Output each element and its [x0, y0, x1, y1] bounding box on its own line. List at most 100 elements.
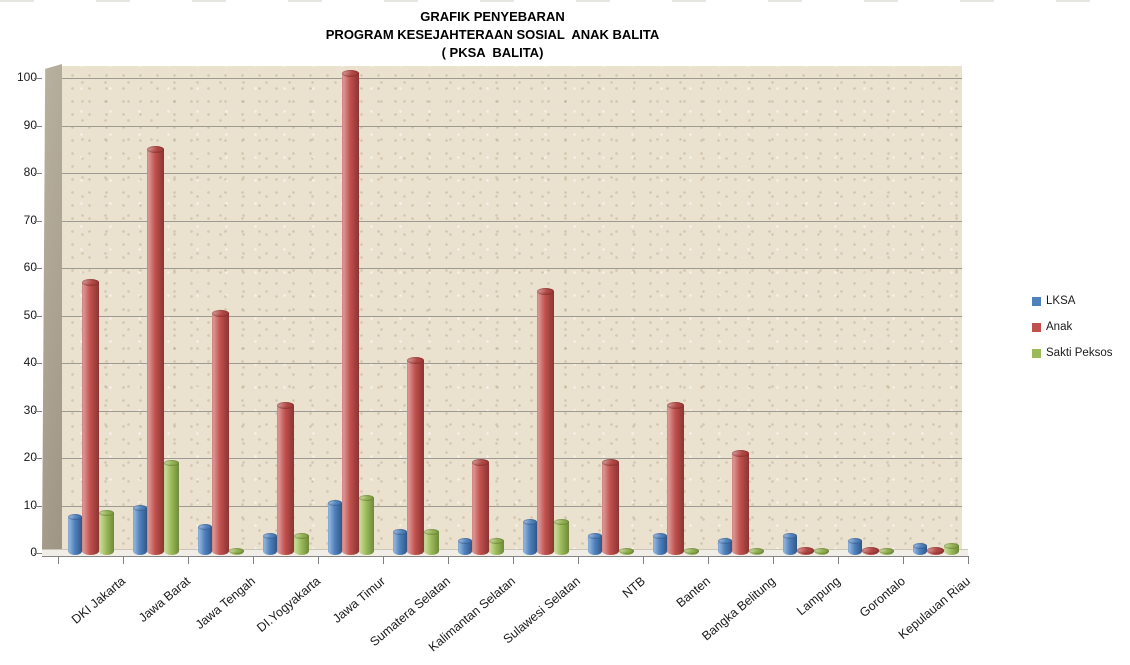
- cylinder-top: [717, 538, 732, 545]
- y-tick-label-90: 90: [23, 117, 37, 132]
- x-tick-mark: [383, 556, 384, 564]
- y-tick-mark: [34, 220, 42, 222]
- y-tick-mark: [34, 553, 42, 554]
- bar-lksa: [327, 500, 342, 555]
- bar-sakti-peksos: [488, 538, 504, 555]
- x-category-label: Jawa Tengah: [192, 574, 258, 632]
- y-tick-mark: [34, 268, 42, 269]
- bar-group-2: [197, 309, 245, 555]
- x-category-label: Banten: [673, 574, 713, 611]
- bar-lksa: [782, 533, 797, 555]
- x-tick-mark: [578, 556, 579, 564]
- left-wall: [42, 64, 62, 554]
- x-tick-mark: [318, 556, 319, 564]
- cylinder-top: [488, 538, 504, 545]
- y-tick-label-80: 80: [23, 165, 37, 179]
- cylinder-top: [67, 514, 82, 521]
- x-category-label: Jawa Timur: [329, 574, 388, 626]
- bar-sakti-peksos: [878, 547, 894, 555]
- y-tick-label-20: 20: [23, 450, 37, 464]
- bar-anak: [601, 459, 619, 555]
- y-tick-label-50: 50: [23, 307, 37, 322]
- y-tick-mark: [34, 315, 42, 317]
- bar-anak: [926, 547, 944, 555]
- x-tick-mark: [643, 556, 644, 564]
- bar-sakti-peksos: [618, 547, 634, 555]
- bar-lksa: [197, 523, 212, 555]
- y-tick-mark: [34, 125, 42, 127]
- gridline-70: [62, 220, 962, 222]
- bar-lksa: [652, 533, 667, 555]
- chart-title-line2: PROGRAM KESEJAHTERAAN SOSIAL ANAK BALITA: [325, 27, 660, 42]
- bar-lksa: [522, 519, 537, 555]
- bar-group-10: [717, 449, 765, 555]
- y-tick-label-60: 60: [23, 260, 37, 274]
- cylinder-top: [341, 69, 359, 77]
- cylinder-top: [796, 547, 814, 555]
- x-category-label: DKI Jakarta: [68, 574, 128, 627]
- bar-sakti-peksos: [358, 495, 374, 555]
- bar-anak: [796, 547, 814, 555]
- bar-sakti-peksos: [228, 547, 244, 555]
- x-category-label: Lampung: [793, 574, 843, 619]
- cylinder-top: [782, 533, 797, 540]
- bar-group-13: [912, 542, 960, 555]
- y-tick-label-0: 0: [30, 545, 37, 559]
- cylinder-top: [457, 538, 472, 545]
- bar-anak: [536, 288, 554, 555]
- y-tick-mark: [34, 173, 42, 174]
- bar-group-6: [457, 459, 505, 555]
- cylinder-top: [406, 357, 424, 365]
- x-tick-mark: [903, 556, 904, 564]
- cylinder-top: [926, 547, 944, 555]
- cylinder-top: [293, 533, 309, 540]
- bar-sakti-peksos: [98, 509, 114, 555]
- y-tick-mark: [34, 78, 42, 79]
- bar-lksa: [717, 538, 732, 555]
- bar-group-7: [522, 288, 570, 555]
- cylinder-top: [731, 449, 749, 457]
- cylinder-top: [276, 402, 294, 410]
- bar-sakti-peksos: [813, 547, 829, 555]
- x-tick-mark: [123, 556, 124, 564]
- x-category-label: NTB: [619, 574, 648, 601]
- bar-sakti-peksos: [943, 542, 959, 555]
- cylinder-top: [471, 459, 489, 467]
- x-tick-mark: [838, 556, 839, 564]
- bar-lksa: [67, 514, 82, 555]
- bar-lksa: [392, 528, 407, 555]
- cylinder-top: [132, 504, 147, 511]
- legend-item-lksa: LKSA: [1032, 295, 1112, 307]
- cylinder-top: [522, 519, 537, 526]
- cylinder-top: [861, 547, 879, 555]
- chart-floor: [42, 549, 968, 557]
- bar-anak: [406, 357, 424, 555]
- y-tick-label-100: 100: [16, 70, 37, 84]
- bar-lksa: [457, 538, 472, 555]
- legend-item-anak: Anak: [1032, 321, 1112, 333]
- bar-sakti-peksos: [683, 547, 699, 555]
- cylinder-top: [358, 495, 374, 502]
- gridline-40: [62, 363, 962, 364]
- bar-group-3: [262, 402, 310, 555]
- cylinder-top: [878, 547, 894, 554]
- bar-lksa: [587, 533, 602, 555]
- y-tick-mark: [34, 458, 42, 459]
- bar-sakti-peksos: [748, 547, 764, 555]
- cylinder-top: [536, 288, 554, 296]
- x-tick-mark: [513, 556, 514, 564]
- bar-lksa: [132, 504, 147, 555]
- bar-sakti-peksos: [293, 533, 309, 555]
- bar-lksa: [912, 542, 927, 555]
- bars-layer: [62, 60, 968, 560]
- x-category-label: DI.Yogyakarta: [253, 574, 323, 635]
- y-tick-label-70: 70: [23, 212, 37, 227]
- cylinder-top: [81, 278, 99, 286]
- legend-label: LKSA: [1046, 295, 1076, 307]
- bar-anak: [146, 145, 164, 555]
- cylinder-top: [262, 533, 277, 540]
- bar-group-4: [327, 69, 375, 555]
- cylinder-top: [587, 533, 602, 540]
- cylinder-top: [652, 533, 667, 540]
